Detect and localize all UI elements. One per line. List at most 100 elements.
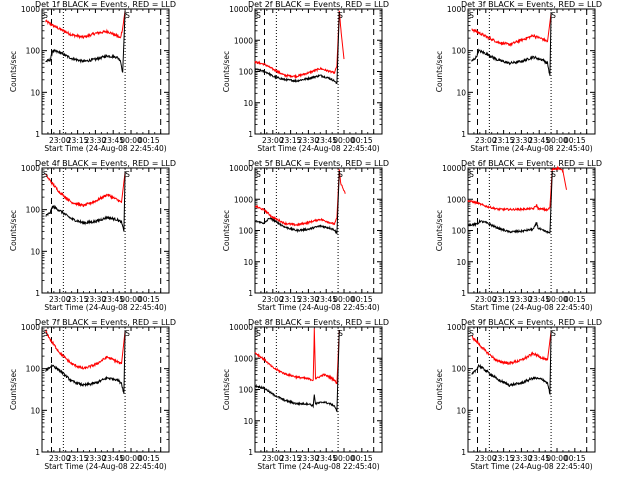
s-annotation: S (338, 170, 343, 179)
x-tick-label: 23:00 (475, 454, 497, 463)
s-annotation: S (256, 329, 261, 338)
y-tick-label: 1000 (447, 323, 466, 332)
y-tick-label: 100 (452, 47, 467, 56)
plot-frame (41, 167, 170, 294)
chart-title: Det 2f BLACK = Events, RED = LLD (248, 0, 389, 9)
x-tick-label: 23:15 (493, 454, 515, 463)
x-tick-label: 23:30 (511, 136, 533, 145)
s-annotation: S (469, 170, 474, 179)
plot-frame (467, 8, 596, 135)
s-annotation: S (551, 11, 556, 20)
x-tick-label: 23:00 (475, 136, 497, 145)
x-tick-label: 00:15 (138, 295, 160, 304)
y-tick-label: 100 (239, 386, 254, 395)
lld-series-line (45, 10, 126, 40)
chart-title: Det 4f BLACK = Events, RED = LLD (35, 159, 176, 168)
x-tick-label: 23:15 (67, 295, 89, 304)
x-tick-label: 23:00 (262, 454, 284, 463)
chart-title: Det 1f BLACK = Events, RED = LLD (35, 0, 176, 9)
x-tick-label: 00:00 (120, 454, 142, 463)
s-annotation: S (125, 170, 130, 179)
y-tick-label: 100 (26, 47, 41, 56)
events-series-line (471, 12, 552, 76)
y-tick-label: 1000 (234, 195, 253, 204)
x-tick-label: 23:00 (262, 295, 284, 304)
y-tick-label: 10 (243, 258, 253, 267)
y-tick-label: 1000 (21, 164, 40, 173)
y-axis-label: Counts/sec (435, 210, 444, 251)
x-tick-label: 23:15 (493, 295, 515, 304)
lld-series-line (254, 10, 345, 80)
plot-frame (41, 8, 170, 135)
chart-title: Det 6f BLACK = Events, RED = LLD (461, 159, 602, 168)
x-axis-label: Start Time (24-Aug-08 22:45:40) (470, 462, 592, 471)
x-tick-label: 23:30 (298, 454, 320, 463)
y-axis-label: Counts/sec (9, 210, 18, 251)
x-tick-label: 00:15 (564, 454, 586, 463)
x-tick-label: 00:00 (546, 136, 568, 145)
s-annotation: S (469, 11, 474, 20)
x-tick-label: 00:00 (120, 295, 142, 304)
x-tick-label: 23:45 (102, 454, 124, 463)
chart-title: Det 8f BLACK = Events, RED = LLD (248, 318, 389, 327)
events-series-line (45, 10, 126, 73)
y-tick-label: 10 (30, 247, 40, 256)
chart-title: Det 3f BLACK = Events, RED = LLD (461, 0, 602, 9)
x-axis-label: Start Time (24-Aug-08 22:45:40) (257, 144, 379, 153)
x-tick-label: 23:45 (315, 136, 337, 145)
y-tick-label: 1 (248, 289, 253, 298)
chart-panel-4: Det 4f BLACK = Events, RED = LLD 1 10 100 10… (9, 159, 176, 312)
y-tick-label: 1 (461, 448, 466, 457)
s-annotation: S (256, 11, 261, 20)
lld-series-line (45, 171, 126, 208)
x-axis-label: Start Time (24-Aug-08 22:45:40) (44, 303, 166, 312)
x-tick-label: 23:45 (102, 136, 124, 145)
x-tick-label: 23:15 (280, 295, 302, 304)
y-tick-label: 1000 (447, 5, 466, 14)
x-tick-label: 00:15 (351, 295, 373, 304)
y-tick-label: 1 (461, 130, 466, 139)
s-annotation: S (551, 329, 556, 338)
y-tick-label: 100 (452, 227, 467, 236)
y-tick-label: 10000 (442, 164, 466, 173)
y-tick-label: 1000 (234, 354, 253, 363)
events-series-line (45, 330, 126, 394)
x-tick-label: 00:15 (564, 295, 586, 304)
x-axis-label: Start Time (24-Aug-08 22:45:40) (44, 462, 166, 471)
x-tick-label: 23:45 (528, 454, 550, 463)
y-axis-label: Counts/sec (435, 369, 444, 410)
s-annotation: S (551, 170, 556, 179)
y-tick-label: 10 (30, 406, 40, 415)
chart-title: Det 7f BLACK = Events, RED = LLD (35, 318, 176, 327)
x-tick-label: 23:15 (67, 136, 89, 145)
x-tick-label: 23:45 (102, 295, 124, 304)
y-tick-label: 10 (456, 406, 466, 415)
y-tick-label: 10000 (229, 323, 253, 332)
y-tick-label: 100 (26, 365, 41, 374)
x-tick-label: 23:00 (49, 295, 71, 304)
x-tick-label: 23:15 (280, 454, 302, 463)
x-tick-label: 23:45 (528, 295, 550, 304)
x-tick-label: 23:30 (511, 454, 533, 463)
y-tick-label: 1 (35, 130, 40, 139)
x-tick-label: 00:15 (138, 136, 160, 145)
s-annotation: S (256, 170, 261, 179)
y-tick-label: 10000 (229, 5, 253, 14)
x-tick-label: 00:00 (333, 454, 355, 463)
chart-panel-1: Det 1f BLACK = Events, RED = LLD 1 10 100 10… (9, 0, 176, 153)
y-tick-label: 1000 (21, 323, 40, 332)
chart-title: Det 5f BLACK = Events, RED = LLD (248, 159, 389, 168)
lld-series-line (467, 165, 567, 212)
y-tick-label: 10 (30, 88, 40, 97)
y-tick-label: 1 (35, 448, 40, 457)
plot-frame (254, 326, 383, 453)
x-tick-label: 23:45 (315, 454, 337, 463)
y-axis-label: Counts/sec (222, 210, 231, 251)
x-tick-label: 23:15 (493, 136, 515, 145)
plot-frame (467, 326, 596, 453)
y-tick-label: 100 (239, 227, 254, 236)
chart-panel-3: Det 3f BLACK = Events, RED = LLD 1 10 100 10… (435, 0, 602, 153)
chart-panel-6: Det 6f BLACK = Events, RED = LLD 1 10 100 10… (435, 159, 602, 312)
